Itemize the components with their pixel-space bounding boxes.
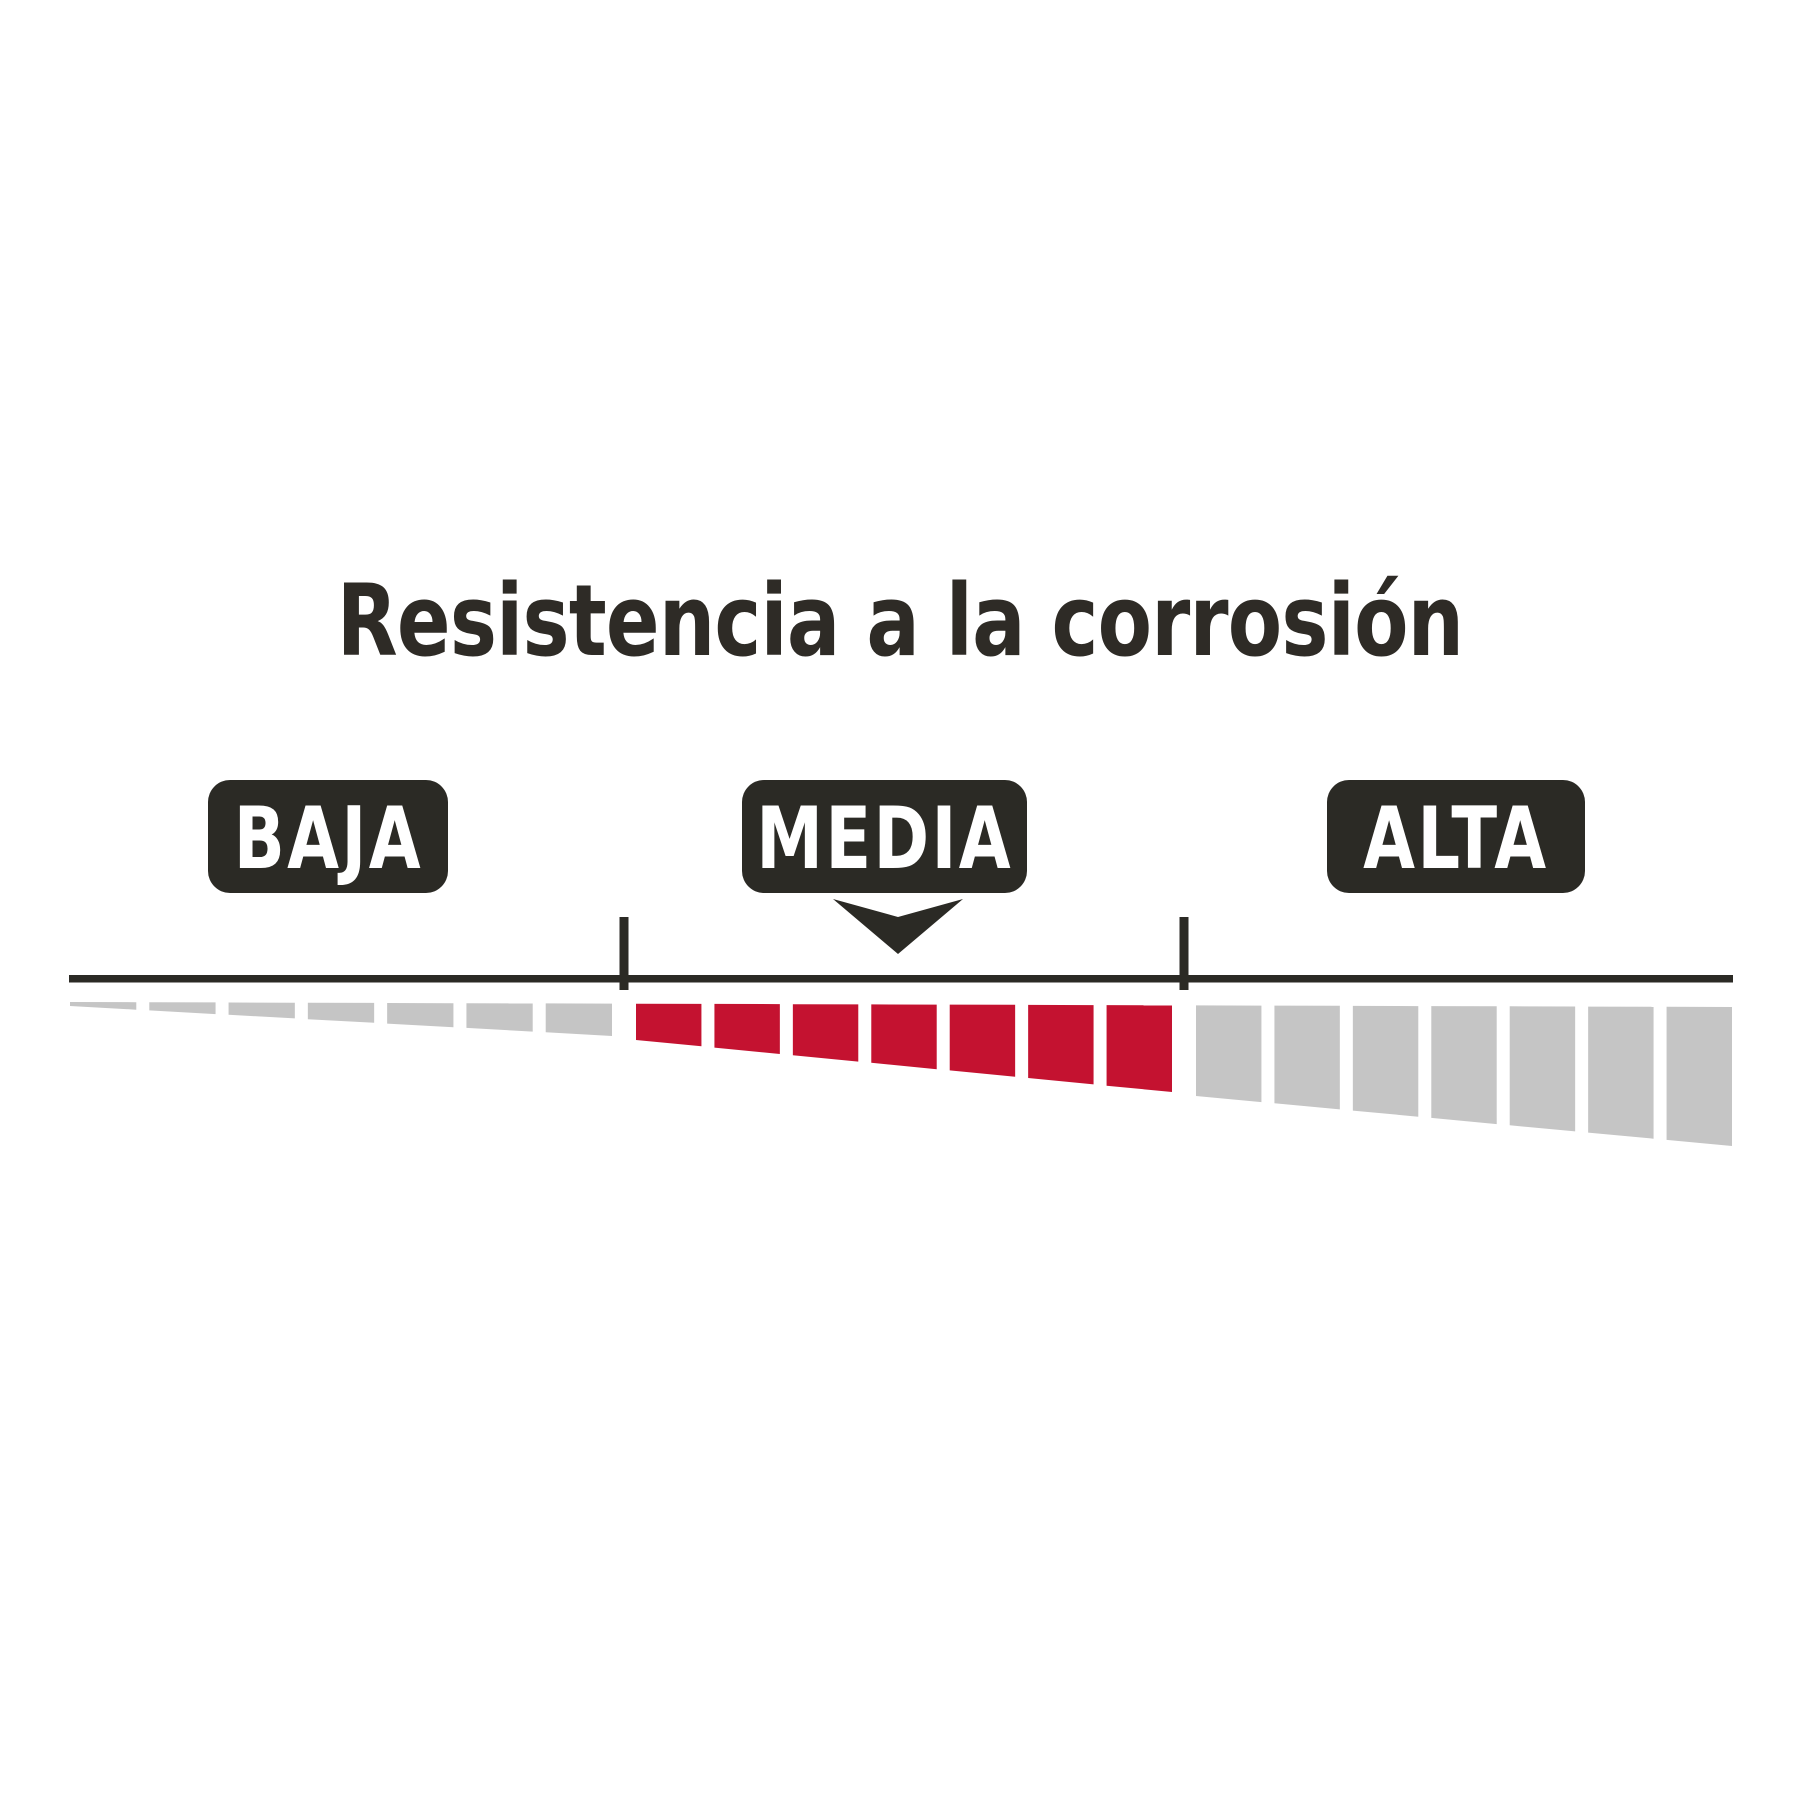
segment-alta-3 — [1352, 1005, 1419, 1117]
segment-baja-3 — [228, 1002, 295, 1019]
scale-tick-media-alta — [1179, 917, 1189, 990]
graphic-title: Resistencia a la corrosión — [336, 564, 1464, 679]
segment-media-2 — [714, 1003, 780, 1054]
segment-alta-6 — [1588, 1006, 1654, 1139]
segment-media-6 — [1028, 1004, 1094, 1085]
segment-baja-1 — [70, 1002, 137, 1010]
segment-media-4 — [871, 1004, 937, 1070]
level-badge-alta-label: ALTA — [1363, 788, 1549, 889]
level-badge-baja: BAJA — [208, 780, 448, 893]
segment-media-5 — [949, 1004, 1016, 1077]
segment-baja-5 — [387, 1003, 454, 1028]
scale-tick-baja-media — [619, 917, 629, 990]
level-badge-media-label: MEDIA — [756, 788, 1013, 889]
level-badge-media: MEDIA — [742, 780, 1027, 893]
level-badge-baja-label: BAJA — [233, 788, 423, 889]
segment-alta-7 — [1666, 1006, 1732, 1146]
level-badge-alta: ALTA — [1327, 780, 1585, 893]
segment-baja-6 — [466, 1003, 533, 1032]
segment-alta-4 — [1431, 1006, 1497, 1125]
segment-alta-5 — [1509, 1006, 1576, 1132]
segment-media-1 — [636, 1003, 702, 1047]
scale-axis-line — [69, 975, 1733, 983]
segment-baja-2 — [149, 1002, 216, 1015]
corrosion-scale-meter — [69, 899, 1733, 1146]
segment-alta-2 — [1274, 1005, 1340, 1110]
segment-baja-4 — [307, 1002, 375, 1023]
segment-media-7 — [1106, 1005, 1172, 1092]
selected-level-arrow-icon — [833, 899, 963, 954]
segment-alta-1 — [1196, 1005, 1262, 1103]
segment-media-3 — [792, 1004, 859, 1062]
segment-baja-7 — [545, 1003, 612, 1036]
